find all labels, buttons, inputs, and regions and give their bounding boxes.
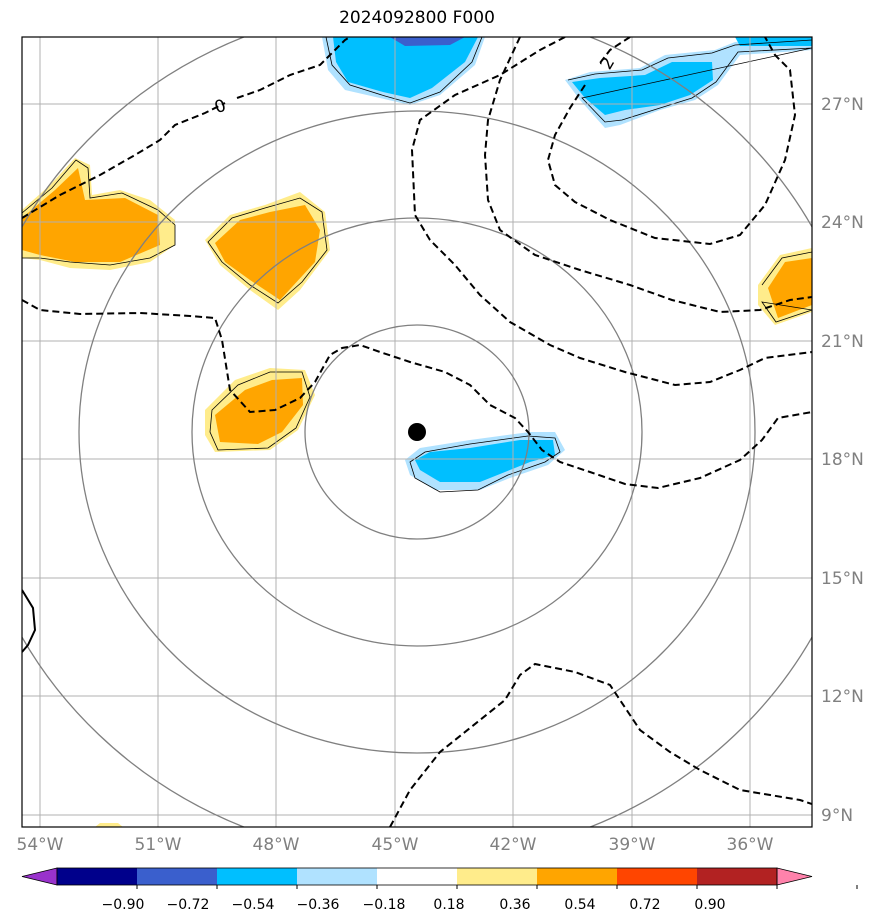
colorbar-tick-label: 0.90 (694, 897, 725, 913)
map-frame (21, 36, 813, 828)
lon-label: 36°W (727, 835, 774, 855)
colorbar-extend-high (776, 867, 813, 886)
lat-label: 12°N (821, 687, 864, 707)
longitude-labels: 54°W 51°W 48°W 45°W 42°W 39°W 36°W (17, 835, 774, 855)
contour-line (22, 299, 812, 490)
range-rings (22, 37, 812, 827)
colorbar-tick-label: −0.36 (297, 897, 340, 913)
colorbar-tick-label: 0.36 (499, 897, 530, 913)
storm-center-marker (408, 423, 426, 441)
map-title: 2024092800 F000 (339, 8, 495, 28)
lon-label: 54°W (17, 835, 64, 855)
colorbar-tick-label: −0.18 (363, 897, 406, 913)
lat-label: 15°N (821, 569, 864, 589)
colorbar-tick-label: −0.54 (232, 897, 275, 913)
colorbar-tick-label: −0.72 (167, 897, 210, 913)
lon-label: 45°W (372, 835, 419, 855)
colorbar-tick-labels: −0.90 −0.72 −0.54 −0.36 −0.18 0.18 0.36 … (102, 897, 726, 913)
contour-line (22, 37, 351, 219)
lon-label: 39°W (609, 835, 656, 855)
lat-label: 9°N (821, 806, 853, 826)
colorbar-tick-label: −0.90 (102, 897, 145, 913)
colorbar-segment (57, 868, 137, 885)
colorbar (21, 867, 858, 889)
colorbar-segment (217, 868, 297, 885)
lat-label: 21°N (821, 332, 864, 352)
colorbar-extend-low (21, 867, 58, 886)
range-ring (78, 110, 756, 754)
colorbar-frame (56, 867, 778, 886)
lon-label: 42°W (490, 835, 537, 855)
lat-label: 18°N (821, 450, 864, 470)
gridlines (22, 37, 812, 827)
contour-line (410, 37, 812, 387)
contour-line (483, 37, 812, 314)
colorbar-segment (297, 868, 377, 885)
latitude-labels: 27°N 24°N 21°N 18°N 15°N 12°N 9°N (821, 95, 864, 826)
colorbar-segment (617, 868, 697, 885)
colorbar-tick-label: 0.18 (433, 897, 464, 913)
contour-line (389, 662, 812, 827)
lat-label: 24°N (821, 213, 864, 233)
colorbar-segment (537, 868, 617, 885)
colorbar-segment (457, 868, 537, 885)
lon-label: 51°W (135, 835, 182, 855)
shading-outlines (22, 37, 812, 493)
contour-line (546, 37, 797, 246)
range-ring (22, 37, 812, 827)
colorbar-segment (137, 868, 217, 885)
lat-label: 27°N (821, 95, 864, 115)
colorbar-segment (377, 868, 457, 885)
lon-label: 48°W (253, 835, 300, 855)
map-panel: 0 2 (22, 37, 812, 827)
colorbar-tick-label: 0.54 (564, 897, 595, 913)
contour-label: 0 (212, 96, 228, 118)
colorbar-segment (697, 868, 777, 885)
contours (22, 37, 812, 827)
colorbar-tick-label: 0.72 (629, 897, 660, 913)
